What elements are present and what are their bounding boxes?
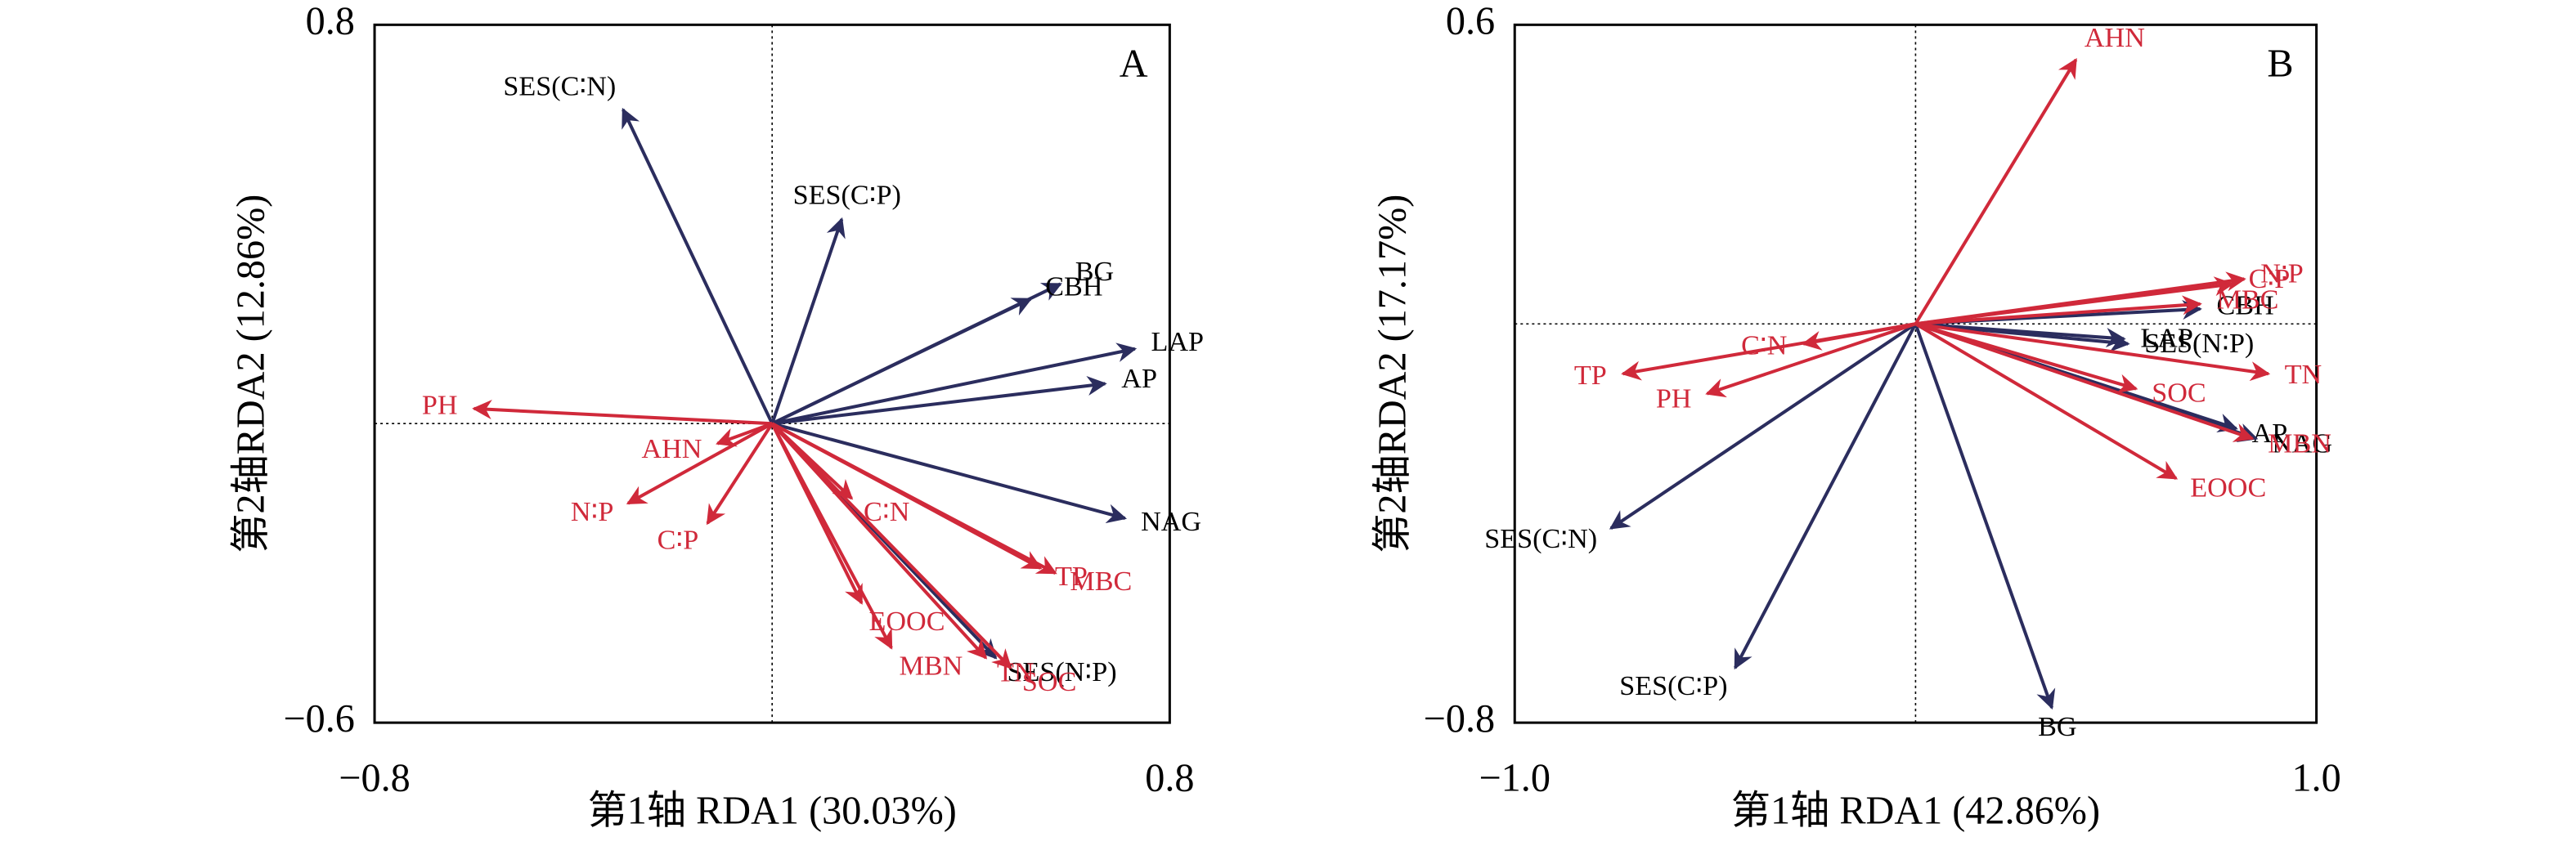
vector-arrow	[622, 107, 774, 425]
vector-label: EOOC	[2190, 472, 2266, 503]
vector-arrow	[770, 422, 1012, 669]
vector-arrow	[770, 422, 988, 660]
vector-arrow	[1734, 323, 1918, 670]
vector-arrow	[1914, 322, 2179, 481]
x-axis-label: 第1轴 RDA1 (30.03%)	[588, 790, 957, 833]
y-tick-label: −0.8	[1424, 697, 1495, 741]
vector-arrow	[1915, 295, 2202, 326]
vector-label: AP	[1121, 364, 1157, 394]
vector-arrow	[770, 217, 846, 424]
vector-arrow	[771, 376, 1107, 426]
vector-arrow	[771, 422, 1043, 570]
vector-label: LAP	[1151, 327, 1204, 357]
vector-label: PH	[1656, 383, 1692, 414]
vector-arrow	[771, 342, 1138, 426]
vector-arrow	[1914, 322, 2255, 442]
vector-label: TN	[2285, 360, 2322, 390]
vector-label: SES(N∶P)	[1008, 657, 1117, 687]
vector-label: EOOC	[869, 607, 945, 637]
vector-label: SES(C∶N)	[1484, 524, 1597, 554]
vector-label: TP	[1574, 360, 1607, 391]
vector-label: SES(N∶P)	[2144, 329, 2254, 359]
vector-arrow	[771, 422, 1127, 524]
vector-arrow	[1914, 323, 2056, 710]
vector-label: LAP	[2140, 323, 2193, 353]
y-tick-label: 0.8	[306, 0, 355, 43]
vector-arrow	[1915, 271, 2246, 326]
vector-arrow	[1705, 322, 1917, 398]
vector-label: MBN	[2268, 428, 2331, 459]
vector-label: SOC	[2152, 378, 2206, 408]
vector-arrow	[1914, 57, 2078, 325]
y-tick-label: 0.6	[1446, 0, 1495, 43]
vector-label: BG	[1075, 257, 1114, 287]
vector-label: NAG	[1141, 507, 1201, 537]
y-tick-label: −0.6	[283, 697, 354, 741]
vector-arrow	[1915, 322, 2271, 382]
vector-label: NAG	[2272, 428, 2332, 459]
vector-arrow	[472, 399, 773, 426]
panel-label: A	[1120, 43, 1148, 86]
vector-arrow	[1621, 322, 1916, 381]
vector-arrow	[1609, 322, 1917, 530]
vector-label: CBH	[1045, 271, 1102, 302]
vector-label: MBC	[1070, 566, 1132, 597]
vector-label: C∶P	[2249, 264, 2291, 294]
vector-label: SES(C∶N)	[503, 71, 616, 101]
vector-label: C∶N	[864, 497, 909, 527]
vector-arrow	[770, 423, 893, 650]
vector-arrow	[626, 422, 774, 505]
x-tick-label: −1.0	[1479, 757, 1551, 800]
vector-arrow	[706, 423, 774, 526]
vector-label: TP	[1055, 562, 1088, 592]
vector-label: N∶P	[571, 497, 614, 527]
panel-label: B	[2267, 43, 2293, 86]
vector-arrow	[1914, 322, 2138, 393]
y-axis-label: 第2轴RDA2 (12.86%)	[229, 195, 272, 553]
vector-label: SES(C∶P)	[1619, 671, 1727, 701]
vector-label: AHN	[642, 434, 702, 464]
x-tick-label: −0.8	[339, 757, 410, 800]
y-axis-label: 第2轴RDA2 (17.17%)	[1371, 195, 1415, 553]
vector-label: SOC	[1022, 667, 1076, 697]
x-axis-label: 第1轴 RDA1 (42.86%)	[1731, 790, 2100, 833]
vector-label: SES(C∶P)	[793, 180, 901, 210]
vector-arrow	[771, 297, 1033, 426]
vector-label: MBC	[2216, 285, 2278, 316]
vector-label: BG	[2038, 712, 2076, 742]
vector-label: PH	[422, 390, 458, 420]
vector-arrow	[1915, 322, 2126, 348]
vector-label: AHN	[2085, 23, 2145, 53]
x-tick-label: 0.8	[1145, 757, 1194, 800]
vector-label: N∶P	[2260, 258, 2304, 289]
vector-label: C∶P	[657, 526, 699, 556]
x-tick-label: 1.0	[2291, 757, 2340, 800]
vector-label: MBN	[899, 651, 963, 681]
